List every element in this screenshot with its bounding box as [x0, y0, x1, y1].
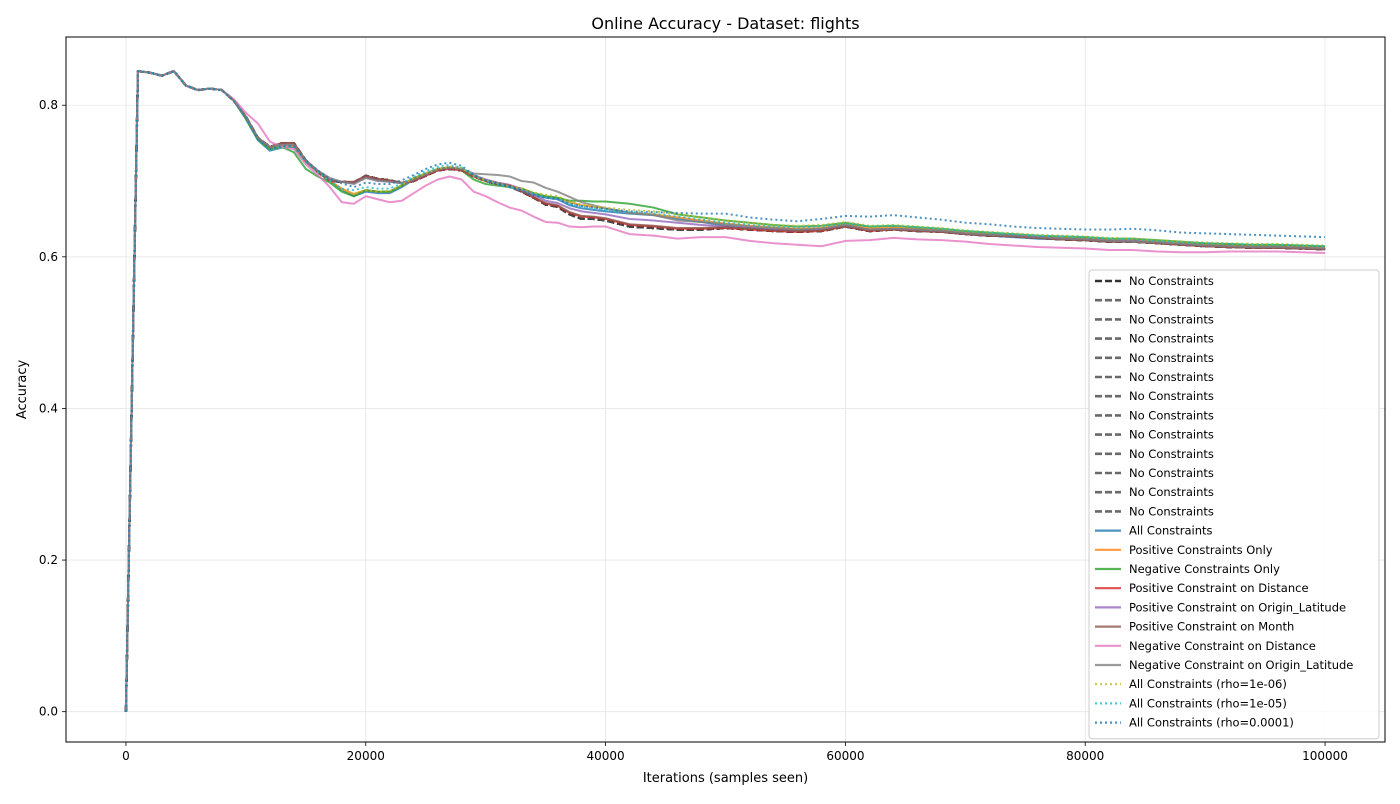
legend-label: Positive Constraint on Distance	[1129, 581, 1309, 595]
legend-label: No Constraints	[1129, 504, 1214, 518]
x-axis-ticks: 0 20000 40000 60000 80000 100000	[122, 742, 1348, 763]
x-tick-label: 60000	[826, 749, 864, 763]
y-tick-label: 0.2	[39, 553, 58, 567]
legend-label: Positive Constraint on Month	[1129, 620, 1294, 634]
legend-label: All Constraints (rho=1e-05)	[1129, 696, 1287, 710]
legend-label: No Constraints	[1129, 447, 1214, 461]
legend-label: All Constraints (rho=1e-06)	[1129, 677, 1287, 691]
series-line	[124, 70, 1326, 712]
x-axis-label: Iterations (samples seen)	[643, 771, 808, 786]
legend-label: No Constraints	[1129, 312, 1214, 326]
x-tick-label: 80000	[1066, 749, 1104, 763]
y-axis-ticks: 0.0 0.2 0.4 0.6 0.8	[39, 98, 66, 719]
x-tick-label: 20000	[347, 749, 385, 763]
x-tick-label: 0	[122, 749, 130, 763]
legend-label: All Constraints (rho=0.0001)	[1129, 716, 1294, 730]
legend-label: No Constraints	[1129, 274, 1214, 288]
legend-label: No Constraints	[1129, 466, 1214, 480]
legend-label: No Constraints	[1129, 293, 1214, 307]
legend-label: No Constraints	[1129, 485, 1214, 499]
legend-label: Negative Constraints Only	[1129, 562, 1280, 576]
legend-label: Positive Constraint on Origin_Latitude	[1129, 600, 1346, 614]
x-tick-label: 100000	[1302, 749, 1348, 763]
legend: No Constraints No Constraints No Constrain…	[1088, 269, 1380, 740]
y-tick-label: 0.8	[39, 98, 58, 112]
legend-label: No Constraints	[1129, 332, 1214, 346]
legend-label: No Constraints	[1129, 370, 1214, 384]
legend-label: No Constraints	[1129, 428, 1214, 442]
y-tick-label: 0.4	[39, 401, 58, 415]
legend-frame	[1088, 269, 1380, 740]
y-tick-label: 0.0	[39, 705, 58, 719]
y-tick-label: 0.6	[39, 250, 58, 264]
x-tick-label: 40000	[586, 749, 624, 763]
plot-frame	[65, 36, 1386, 743]
legend-label: No Constraints	[1129, 351, 1214, 365]
plot-lines	[124, 70, 1326, 712]
legend-label: Negative Constraint on Origin_Latitude	[1129, 658, 1353, 672]
series-line	[124, 70, 1326, 712]
legend-label: Positive Constraints Only	[1129, 543, 1273, 557]
legend-label: Negative Constraint on Distance	[1129, 639, 1316, 653]
chart-title: Online Accuracy - Dataset: flights	[591, 14, 859, 33]
series-line	[124, 70, 1326, 712]
legend-label: No Constraints	[1129, 389, 1214, 403]
legend-label: No Constraints	[1129, 408, 1214, 422]
y-axis-label: Accuracy	[15, 360, 30, 420]
legend-label: All Constraints	[1129, 524, 1213, 538]
